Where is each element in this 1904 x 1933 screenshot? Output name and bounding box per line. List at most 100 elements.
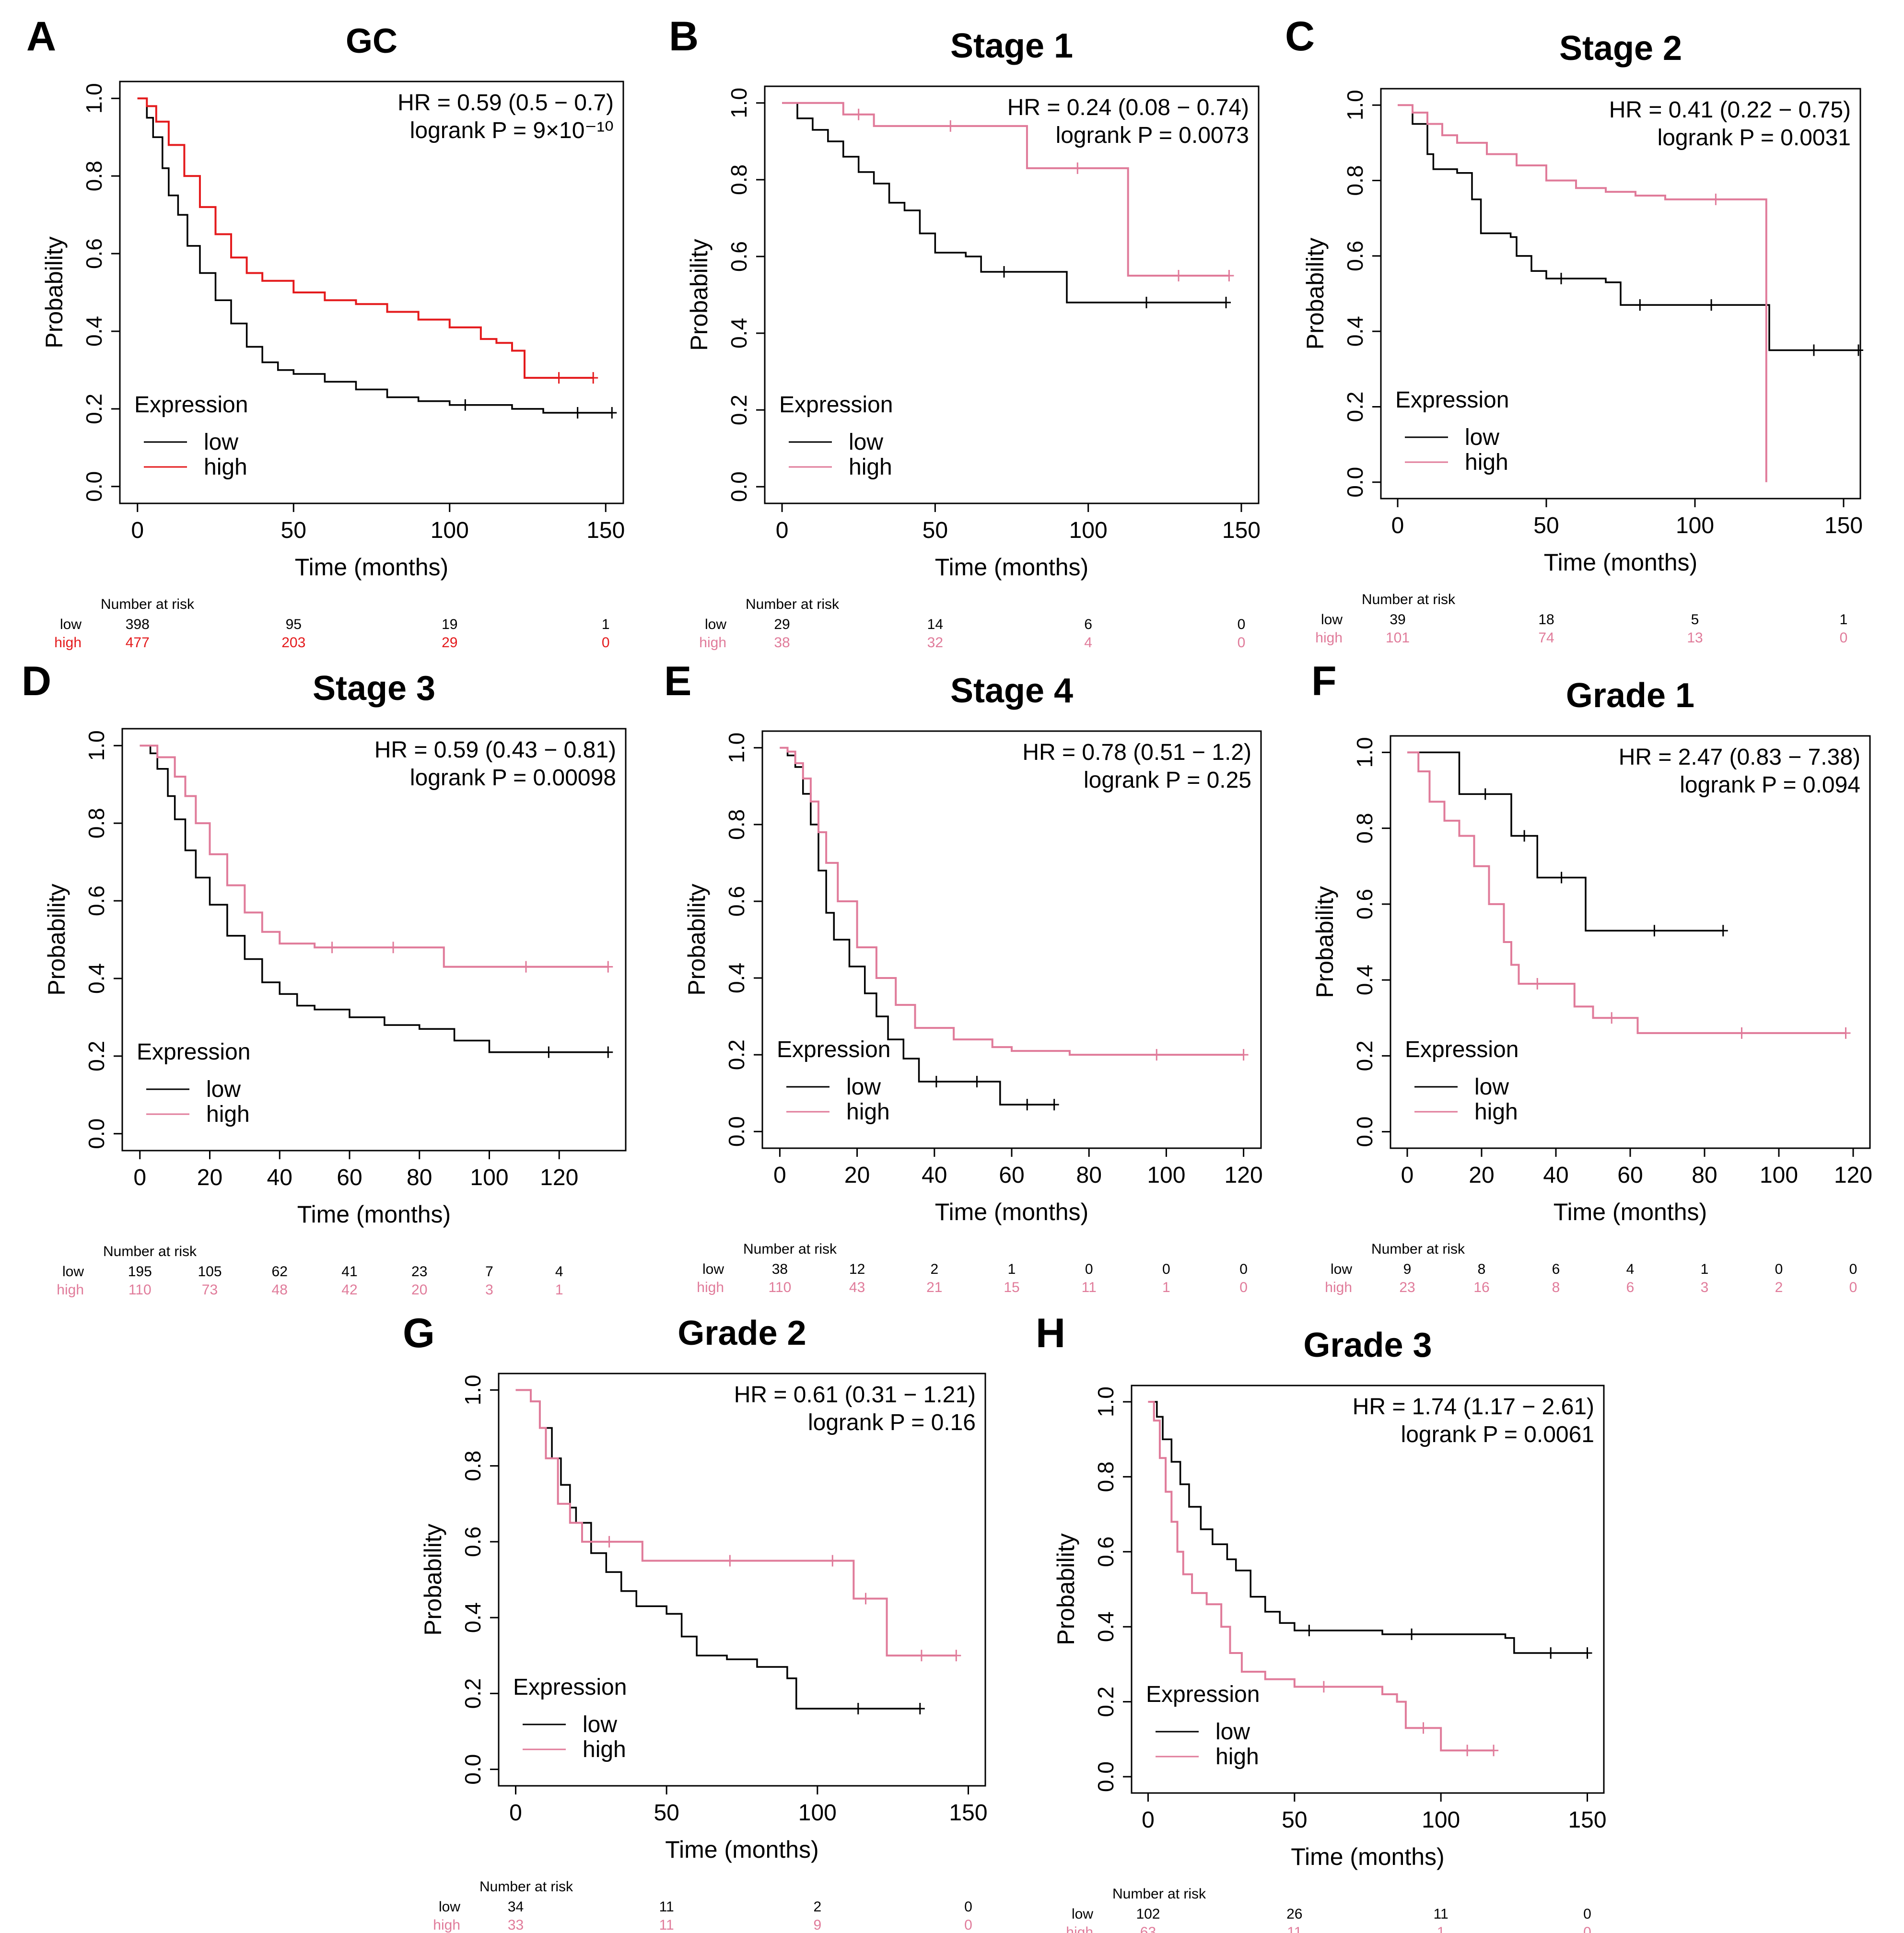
x-tick-label: 40 <box>267 1165 292 1190</box>
y-tick-label: 0.4 <box>726 318 751 349</box>
censor-mark <box>1711 193 1721 205</box>
x-tick-label: 100 <box>798 1800 837 1826</box>
censor-mark <box>1556 273 1566 285</box>
y-tick-label: 1.0 <box>84 730 109 761</box>
censor-mark <box>1418 1722 1428 1734</box>
hr-annotation: HR = 0.61 (0.31 − 1.21) <box>734 1382 976 1408</box>
y-tick-label: 0.8 <box>82 161 106 191</box>
censor-mark <box>861 1593 871 1605</box>
x-tick-label: 80 <box>1692 1163 1717 1188</box>
x-tick-label: 50 <box>1282 1807 1307 1833</box>
risk-value-high: 42 <box>341 1282 357 1298</box>
censor-mark <box>1238 1049 1249 1061</box>
risk-value-high: 0 <box>1840 630 1848 646</box>
y-tick-label: 0.2 <box>1093 1687 1118 1717</box>
hr-annotation: HR = 0.41 (0.22 − 0.75) <box>1609 97 1851 123</box>
risk-row-label-high: high <box>54 635 82 651</box>
censor-mark <box>915 1703 925 1715</box>
y-axis-label: Probability <box>686 239 713 350</box>
risk-value-high: 63 <box>1140 1924 1156 1933</box>
plot-frame <box>1390 735 1871 1149</box>
legend-label-high: high <box>204 454 247 480</box>
y-tick-label: 0.6 <box>84 885 109 916</box>
risk-value-high: 101 <box>1386 630 1410 646</box>
legend-title: Expression <box>134 392 248 418</box>
y-tick-label: 0.8 <box>1352 813 1377 844</box>
risk-table-title: Number at risk <box>746 596 840 612</box>
risk-value-high: 203 <box>281 635 305 651</box>
legend-label-low: low <box>583 1712 617 1737</box>
x-tick-label: 150 <box>1568 1807 1606 1833</box>
legend-label-high: high <box>846 1099 890 1125</box>
y-tick-label: 0.0 <box>460 1754 485 1785</box>
risk-value-low: 12 <box>849 1261 865 1277</box>
risk-row-label-high: high <box>433 1917 460 1933</box>
hr-annotation: HR = 1.74 (1.17 − 2.61) <box>1353 1394 1594 1420</box>
y-tick-label: 0.0 <box>84 1118 109 1149</box>
survival-curve-low <box>1398 104 1858 351</box>
risk-value-high: 1 <box>1162 1280 1170 1295</box>
y-tick-label: 0.2 <box>1343 392 1367 422</box>
censor-mark <box>1718 925 1728 937</box>
risk-value-high: 11 <box>1287 1924 1302 1933</box>
x-axis-label: Time (months) <box>1544 549 1697 576</box>
risk-value-high: 48 <box>272 1282 288 1298</box>
censor-mark <box>1152 1049 1162 1061</box>
x-tick-label: 0 <box>776 518 789 543</box>
x-tick-label: 50 <box>923 518 948 543</box>
censor-mark <box>1841 1027 1851 1039</box>
risk-value-low: 2 <box>930 1261 938 1277</box>
y-axis-label: Probability <box>1052 1533 1079 1645</box>
hr-annotation: HR = 0.59 (0.43 − 0.81) <box>374 737 616 763</box>
censor-mark <box>1462 1745 1472 1757</box>
legend-label-low: low <box>1465 425 1499 450</box>
survival-curve-low <box>1148 1401 1588 1654</box>
x-tick-label: 50 <box>654 1800 679 1826</box>
y-tick-label: 1.0 <box>82 83 106 114</box>
x-axis-label: Time (months) <box>1554 1199 1707 1225</box>
y-tick-label: 0.4 <box>82 316 106 347</box>
censor-mark <box>1649 925 1659 937</box>
hr-annotation: HR = 0.59 (0.5 − 0.7) <box>397 90 614 116</box>
plot-frame <box>119 81 624 504</box>
risk-value-low: 398 <box>126 617 150 632</box>
panel-a: A GC 0.0 0.2 0.4 0.6 0.8 1.0 Probability 0 50 100 15… <box>26 13 625 651</box>
censor-mark <box>1221 297 1231 309</box>
risk-value-low: 1 <box>1840 612 1848 628</box>
y-tick-label: 0.8 <box>84 808 109 838</box>
risk-value-low: 39 <box>1390 612 1405 628</box>
y-tick-label: 0.4 <box>1352 965 1377 995</box>
x-tick-label: 0 <box>509 1800 522 1826</box>
legend-label-low: low <box>204 430 238 455</box>
legend-title: Expression <box>1146 1682 1260 1707</box>
censor-mark <box>1519 830 1530 842</box>
risk-table-title: Number at risk <box>1362 592 1456 607</box>
censor-mark <box>604 1536 614 1548</box>
y-tick-label: 0.2 <box>724 1039 749 1070</box>
censor-mark <box>1854 344 1863 356</box>
pvalue-annotation: logrank P = 0.0031 <box>1658 125 1851 151</box>
risk-value-high: 33 <box>508 1917 524 1933</box>
y-tick-label: 1.0 <box>460 1374 485 1405</box>
panel-title: Stage 1 <box>950 27 1073 65</box>
y-tick-label: 0.4 <box>460 1602 485 1633</box>
y-axis-label: Probability <box>1311 886 1338 998</box>
survival-curve-low <box>515 1389 920 1710</box>
risk-value-low: 29 <box>774 617 790 632</box>
x-tick-label: 100 <box>1760 1163 1798 1188</box>
legend-title: Expression <box>777 1037 890 1062</box>
survival-curve-low <box>140 745 608 1053</box>
risk-table-title: Number at risk <box>1112 1886 1206 1902</box>
risk-value-high: 6 <box>1626 1280 1635 1295</box>
risk-value-high: 11 <box>659 1917 674 1933</box>
risk-value-low: 18 <box>1538 612 1554 628</box>
panel-title: Stage 4 <box>950 672 1073 710</box>
hr-annotation: HR = 2.47 (0.83 − 7.38) <box>1619 745 1860 770</box>
censor-mark <box>1224 269 1234 281</box>
y-tick-label: 0.0 <box>1343 467 1367 498</box>
risk-value-high: 11 <box>1082 1280 1097 1295</box>
x-axis-label: Time (months) <box>935 1199 1088 1225</box>
